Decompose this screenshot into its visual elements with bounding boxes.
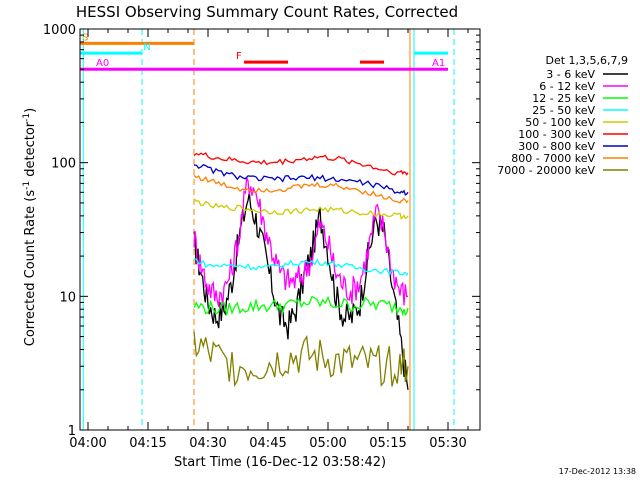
y-label-sup2: -1 (22, 113, 32, 122)
legend-label: 50 - 100 keV (525, 116, 595, 129)
legend-label: 300 - 800 keV (518, 140, 595, 153)
y-tick-label: 1000 (43, 23, 76, 38)
series-line (193, 164, 409, 196)
x-tick-label: 04:30 (189, 436, 226, 451)
x-tick-label: 04:15 (129, 436, 166, 451)
legend-label: 12 - 25 keV (532, 92, 595, 105)
flag-label-a0: A0 (96, 58, 109, 69)
timestamp: 17-Dec-2012 13:38 (559, 467, 636, 476)
x-axis-label: Start Time (16-Dec-12 03:58:42) (174, 455, 386, 470)
plot-frame (79, 28, 481, 431)
y-tick-label: 100 (51, 157, 76, 172)
series-line (193, 192, 409, 390)
flag-label-s: S (82, 32, 88, 43)
x-tick-label: 05:15 (369, 436, 406, 451)
legend-label: 25 - 50 keV (532, 104, 595, 117)
series-line (193, 295, 409, 317)
legend-label: 800 - 7000 keV (511, 152, 595, 165)
flag-label-f: F (236, 51, 242, 62)
series-line (193, 331, 409, 388)
flag-bars: S N F A0 A1 (80, 32, 448, 71)
legend-label: 7000 - 20000 keV (497, 164, 595, 177)
series-line (193, 152, 409, 176)
x-tick-label: 04:45 (249, 436, 286, 451)
y-tick-label: 1 (68, 424, 76, 439)
legend-label: 3 - 6 keV (546, 68, 595, 81)
x-tick-label: 05:00 (309, 436, 346, 451)
legend-label: 100 - 300 keV (518, 128, 595, 141)
series-line (193, 257, 409, 277)
series-line (193, 177, 409, 307)
x-tick-label: 05:30 (429, 436, 466, 451)
x-tick-label: 04:00 (69, 436, 106, 451)
axes: 1 10 100 1000 04:00 04:15 04:30 04:45 05:00 05:15… (43, 23, 481, 451)
legend-header: Det 1,3,5,6,7,9 (545, 54, 628, 67)
y-label-main: Corrected Count Rate (s (23, 190, 38, 347)
flag-label-n: N (143, 42, 150, 53)
series-line (193, 198, 409, 220)
chart-title: HESSI Observing Summary Count Rates, Cor… (76, 3, 458, 21)
flag-label-a1: A1 (432, 58, 445, 69)
y-label-end: ) (23, 108, 38, 113)
legend-label: 6 - 12 keV (539, 80, 595, 93)
y-label-mid: detector (23, 121, 38, 181)
y-axis-label: Corrected Count Rate (s-1 detector-1) (22, 108, 38, 346)
y-tick-label: 10 (59, 290, 76, 305)
series-lines (193, 152, 409, 390)
marker-lines (82, 29, 455, 430)
series-line (193, 174, 409, 204)
y-label-sup1: -1 (22, 181, 32, 190)
